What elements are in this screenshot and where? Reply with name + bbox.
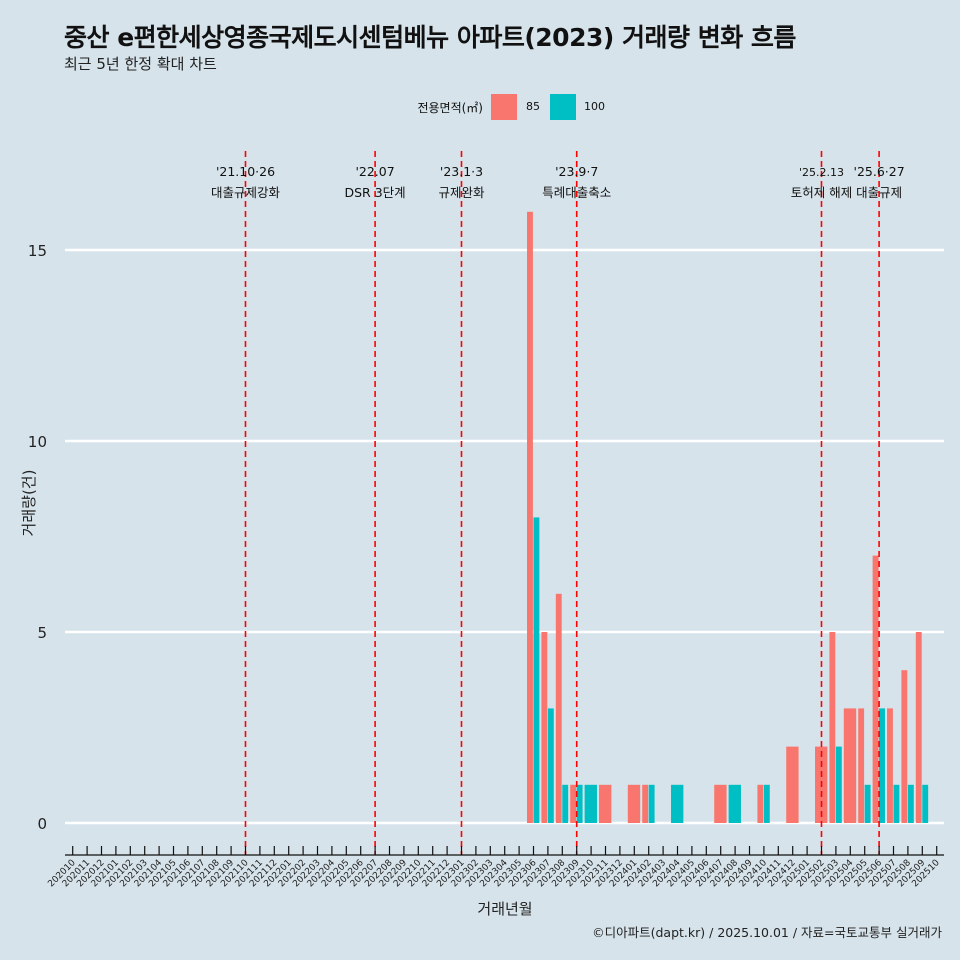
- annotation-date: '25.6·27: [854, 164, 905, 179]
- bar-85-202307: [541, 632, 548, 823]
- y-tick-label: 0: [37, 815, 47, 833]
- bar-100-202410: [763, 784, 770, 823]
- bar-85-202309: [570, 784, 577, 823]
- bar-100-202307: [547, 708, 554, 823]
- bar-85-202508: [901, 670, 908, 823]
- bar-85-202311: [599, 784, 612, 823]
- legend: 전용면적(㎡) 85 100: [0, 94, 960, 120]
- annotation-label: 규제완화: [438, 185, 485, 200]
- bar-100-202408: [728, 784, 741, 823]
- bar-85-202503: [829, 632, 836, 823]
- gridlines: [65, 248, 944, 825]
- bar-100-202507: [893, 784, 900, 823]
- legend-swatch-85: [491, 94, 517, 120]
- bar-100-202506: [879, 708, 885, 823]
- annotation-date: '22.07: [355, 164, 394, 179]
- annotation-lines: [244, 151, 880, 855]
- bar-85-202306: [527, 211, 533, 824]
- annotation-label: 대출규제강화: [211, 185, 281, 200]
- bar-85-202506: [872, 555, 879, 823]
- legend-label-85: 85: [526, 100, 540, 113]
- y-axis-title: 거래량(건): [20, 470, 38, 537]
- bar-100-202306: [533, 517, 540, 823]
- annotation-label: DSR 3단계: [345, 185, 406, 200]
- legend-title: 전용면적(㎡): [417, 101, 483, 115]
- bar-100-202309: [576, 784, 583, 823]
- bar-100-202308: [562, 784, 569, 823]
- bar-100-202402: [648, 784, 655, 823]
- bar-100-202505: [864, 784, 871, 823]
- annotation-date: '23.1·3: [440, 164, 483, 179]
- bar-85-202401: [627, 784, 641, 823]
- legend-swatch-100: [550, 94, 576, 120]
- bar-100-202404: [671, 784, 684, 823]
- chart-subtitle: 최근 5년 한정 확대 차트: [64, 55, 217, 73]
- bar-85-202407: [714, 784, 727, 823]
- bar-100-202503: [835, 746, 842, 823]
- annotation-date: '23.9·7: [555, 164, 598, 179]
- x-axis-title: 거래년월: [477, 900, 532, 918]
- bar-100-202509: [922, 784, 929, 823]
- bars: [527, 211, 929, 824]
- annotations: '21.10·26 대출규제강화 '22.07 DSR 3단계 '23.1·3 규제완화 '…: [211, 164, 905, 200]
- annotation-date: '21.10·26: [216, 164, 275, 179]
- bar-85-202410: [757, 784, 764, 823]
- y-axis: 0 5 10 15: [28, 242, 47, 833]
- y-tick-label: 15: [28, 242, 47, 260]
- bar-85-202402: [642, 784, 649, 823]
- annotation-date: '25.2.13: [799, 166, 844, 179]
- bar-100-202310: [584, 784, 597, 823]
- bar-85-202504: [843, 708, 857, 823]
- annotation-label: 토허제 해제: [791, 185, 852, 200]
- caption: ©디아파트(dapt.kr) / 2025.10.01 / 자료=국토교통부 실…: [592, 925, 942, 940]
- legend-label-100: 100: [584, 100, 605, 113]
- bar-85-202412: [786, 746, 799, 823]
- bar-85-202507: [887, 708, 893, 823]
- y-tick-label: 5: [37, 624, 47, 642]
- x-axis: 2020102020112020122021012021022021032021…: [46, 846, 944, 889]
- annotation-label: 특례대출축소: [542, 185, 611, 200]
- chart-title: 중산 e편한세상영종국제도시센텀베뉴 아파트(2023) 거래량 변화 흐름: [64, 23, 796, 52]
- bar-100-202508: [907, 784, 914, 823]
- y-tick-label: 10: [28, 433, 47, 451]
- bar-85-202509: [915, 632, 922, 823]
- bar-85-202308: [555, 593, 562, 823]
- annotation-label: 대출규제: [856, 185, 902, 200]
- bar-85-202505: [858, 708, 865, 823]
